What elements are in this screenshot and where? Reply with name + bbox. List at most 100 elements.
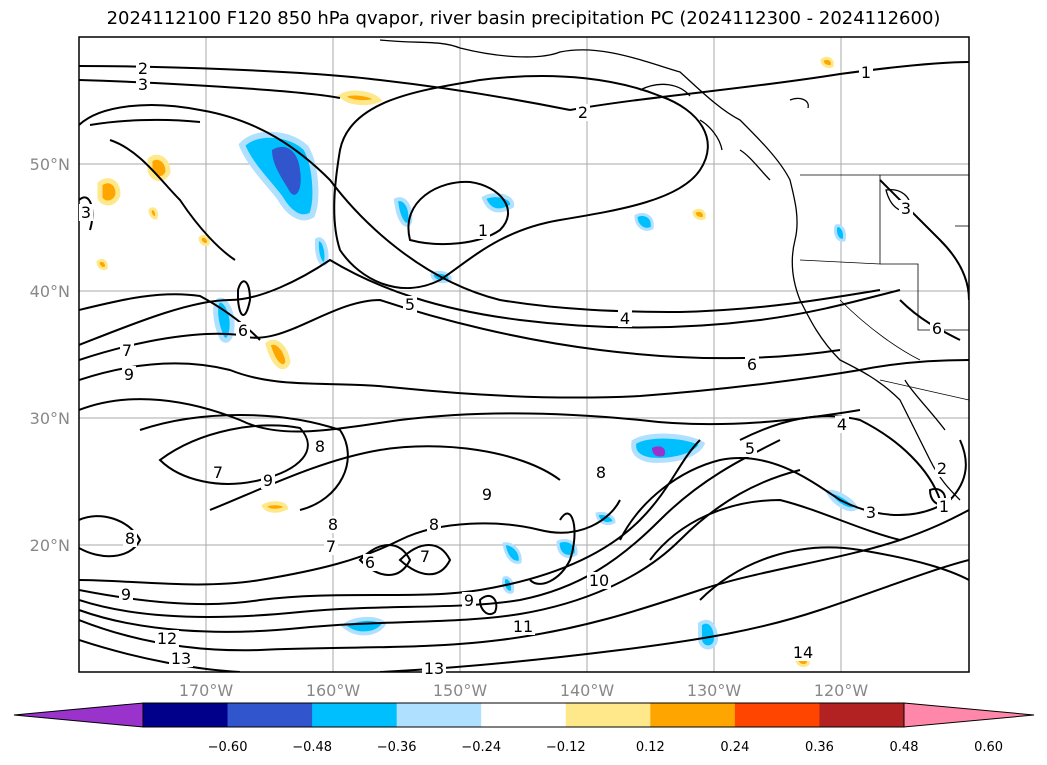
contour-label: 5 bbox=[745, 439, 755, 458]
contour-label: 8 bbox=[596, 463, 606, 482]
contour-label: 3 bbox=[901, 199, 911, 218]
map-title: 2024112100 F120 850 hPa qvapor, river ba… bbox=[106, 8, 941, 29]
contour-label-bg bbox=[859, 64, 873, 81]
contour-label-bg bbox=[930, 320, 944, 337]
contour-label-bg bbox=[136, 60, 150, 77]
contour-label: 8 bbox=[328, 515, 338, 534]
colorbar-extend-high bbox=[903, 702, 1035, 728]
contour-label-bg bbox=[403, 296, 417, 313]
contour-label-bg bbox=[324, 538, 338, 555]
colorbar-tick-label: 0.12 bbox=[636, 740, 665, 755]
contour-label: 3 bbox=[81, 203, 91, 222]
contour-label-bg bbox=[155, 630, 179, 647]
colorbar-tick-label: −0.48 bbox=[292, 740, 332, 755]
colorbar-bin bbox=[565, 703, 651, 727]
colorbar-bin bbox=[819, 703, 905, 727]
contour-label-bg bbox=[476, 222, 490, 239]
colorbar-bin bbox=[481, 703, 567, 727]
contour-label-bg bbox=[326, 516, 340, 533]
lat-label-50n: 50°N bbox=[30, 155, 70, 174]
colorbar-outline bbox=[142, 702, 905, 728]
contour-label-bg bbox=[835, 416, 849, 433]
contour-label-bg bbox=[422, 660, 446, 677]
contour-label: 9 bbox=[124, 365, 134, 384]
contour-label-bg bbox=[123, 530, 137, 547]
contour-label: 10 bbox=[589, 571, 609, 590]
colorbar-bin bbox=[312, 703, 398, 727]
contour-label-bg bbox=[427, 516, 441, 533]
contour-label-bg bbox=[864, 504, 878, 521]
contour-label-bg bbox=[743, 440, 757, 457]
colorbar-tick-labels: −0.60 −0.48 −0.36 −0.24 −0.12 0.12 0.24 0.36 0.4… bbox=[208, 740, 1003, 755]
contour-label-bg bbox=[211, 464, 225, 481]
contour-label: 5 bbox=[405, 295, 415, 314]
contour-label: 1 bbox=[478, 221, 488, 240]
lon-label-130w: 130°W bbox=[687, 681, 742, 700]
contour-label: 4 bbox=[837, 415, 847, 434]
contour-label: 8 bbox=[429, 515, 439, 534]
contour-label-bg bbox=[119, 586, 133, 603]
contour-label-bg bbox=[169, 650, 193, 667]
contour-label-bg bbox=[136, 76, 150, 93]
lat-label-30n: 30°N bbox=[30, 409, 70, 428]
contour-label-bg bbox=[791, 644, 815, 661]
lon-label-160w: 160°W bbox=[306, 681, 361, 700]
contour-label-bg bbox=[122, 366, 136, 383]
contour-label: 9 bbox=[263, 471, 273, 490]
map-area bbox=[79, 37, 969, 672]
state-borders bbox=[799, 174, 969, 401]
contour-label-bg bbox=[462, 592, 476, 609]
contour-label-bg bbox=[480, 486, 494, 503]
contour-label-bg bbox=[618, 310, 632, 327]
contour-label-bg bbox=[236, 322, 250, 339]
colorbar-tick-label: 0.60 bbox=[974, 740, 1003, 755]
contour-label-bg bbox=[511, 618, 535, 635]
contour-label: 1 bbox=[861, 63, 871, 82]
contour-label: 8 bbox=[315, 437, 325, 456]
contour-label: 4 bbox=[620, 309, 630, 328]
contour-label: 13 bbox=[171, 649, 191, 668]
contour-label-bg bbox=[935, 460, 949, 477]
contour-label: 11 bbox=[513, 617, 533, 636]
contour-label: 9 bbox=[482, 485, 492, 504]
contour-label: 7 bbox=[326, 537, 336, 556]
contour-label-bg bbox=[937, 498, 951, 515]
colorbar-bin bbox=[227, 703, 313, 727]
contour-label: 12 bbox=[157, 629, 177, 648]
coastlines bbox=[379, 39, 961, 501]
colorbar-tick-label: −0.12 bbox=[546, 740, 586, 755]
colorbar-tick-label: 0.48 bbox=[890, 740, 919, 755]
contour-label: 6 bbox=[747, 355, 757, 374]
colorbar-bin bbox=[396, 703, 482, 727]
contour-label-bg bbox=[587, 572, 611, 589]
contour-label-bg bbox=[120, 342, 134, 359]
contour-label-bg bbox=[261, 472, 275, 489]
contour-label: 2 bbox=[937, 459, 947, 478]
contour-label: 7 bbox=[420, 547, 430, 566]
contour-label: 9 bbox=[121, 585, 131, 604]
colorbar bbox=[13, 702, 1035, 728]
colorbar-bin bbox=[650, 703, 736, 727]
contour-label: 7 bbox=[213, 463, 223, 482]
lon-label-120w: 120°W bbox=[814, 681, 869, 700]
colorbar-bin bbox=[143, 703, 229, 727]
contour-label-bg bbox=[79, 204, 93, 221]
contour-label: 9 bbox=[464, 591, 474, 610]
contour-label: 1 bbox=[939, 497, 949, 516]
colorbar-tick-label: −0.24 bbox=[461, 740, 501, 755]
lat-label-40n: 40°N bbox=[30, 282, 70, 301]
colorbar-tick-label: 0.36 bbox=[805, 740, 834, 755]
contour-label: 14 bbox=[793, 643, 813, 662]
contour-label-bg bbox=[594, 464, 608, 481]
contour-label-bg bbox=[745, 356, 759, 373]
contour-label: 2 bbox=[578, 103, 588, 122]
contour-label: 6 bbox=[365, 553, 375, 572]
colorbar-tick-label: −0.36 bbox=[377, 740, 417, 755]
lon-label-170w: 170°W bbox=[179, 681, 234, 700]
contour-label: 6 bbox=[932, 319, 942, 338]
contour-label-bg bbox=[313, 438, 327, 455]
contour-label: 2 bbox=[138, 59, 148, 78]
lat-label-20n: 20°N bbox=[30, 536, 70, 555]
